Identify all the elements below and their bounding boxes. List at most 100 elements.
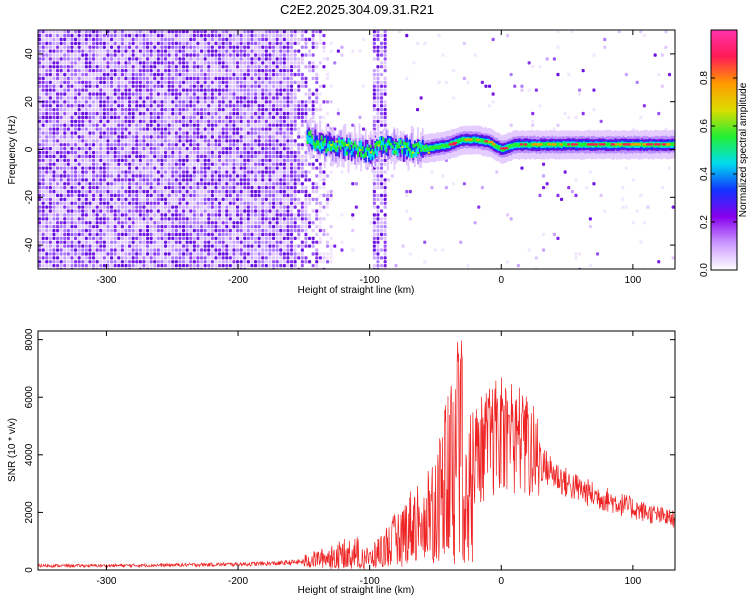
spectrogram-cell xyxy=(135,209,139,213)
spectrogram-cell xyxy=(250,267,254,269)
spectrogram-cell xyxy=(81,232,85,237)
spectrogram-cell xyxy=(110,236,114,240)
spectrogram-cell xyxy=(246,147,250,151)
spectrogram-cell xyxy=(92,119,96,123)
spectrogram-cell xyxy=(282,84,286,88)
spectrogram-cell xyxy=(189,244,193,248)
spectrogram-cell xyxy=(113,143,117,147)
spectrogram-cell xyxy=(74,252,78,256)
spectrogram-cell xyxy=(282,143,286,147)
spectrogram-cell xyxy=(250,147,254,151)
spectrogram-cell xyxy=(236,252,240,256)
spectrogram-cell xyxy=(192,57,196,61)
spectrogram-cell xyxy=(196,260,200,264)
spectrogram-cell xyxy=(329,197,333,201)
spectrogram-cell xyxy=(300,119,304,123)
spectrogram-cell xyxy=(120,186,124,190)
spectrogram-cell xyxy=(84,178,88,182)
spectrogram-cell xyxy=(257,80,261,84)
spectrogram-cell xyxy=(138,162,142,166)
spectrogram-cell xyxy=(228,61,232,65)
spectrogram-cell xyxy=(171,135,175,139)
spectrogram-cell xyxy=(74,30,78,34)
spectrogram-cell xyxy=(63,189,67,194)
spectrogram-cell xyxy=(275,104,279,108)
spectrogram-cell xyxy=(45,147,49,151)
spectrogram-cell xyxy=(38,186,42,190)
spectrogram-cell xyxy=(250,33,254,38)
spectrogram-cell xyxy=(52,256,56,260)
spectrogram-cell xyxy=(232,84,236,88)
spectrogram-cell xyxy=(200,252,204,256)
spectrogram-cell xyxy=(95,264,99,268)
spectrogram-cell xyxy=(376,205,380,209)
spectrogram-cell xyxy=(257,100,261,104)
spectrogram-cell xyxy=(131,232,135,237)
spectrogram-cell xyxy=(84,84,88,88)
spectrogram-cell xyxy=(254,33,258,38)
spectrogram-cell xyxy=(246,236,250,240)
spectrogram-cell xyxy=(102,100,106,104)
spectrogram-cell xyxy=(56,252,60,256)
spectrogram-cell xyxy=(84,139,88,143)
spectrogram-cell xyxy=(102,162,106,166)
spectrogram-cell xyxy=(243,49,247,53)
spectrogram-cell xyxy=(41,162,45,166)
spectrogram-cell xyxy=(178,189,182,194)
spectrogram-cell xyxy=(203,256,207,260)
spectrogram-cell xyxy=(84,147,88,151)
spectrogram-cell xyxy=(228,256,232,260)
spectrogram-cell xyxy=(131,154,135,159)
spectrogram-cell xyxy=(48,166,52,170)
spectrogram-cell xyxy=(74,96,78,100)
spectrogram-cell xyxy=(149,61,153,65)
spectrogram-cell xyxy=(203,264,207,268)
spectrogram-cell xyxy=(189,127,193,131)
spectrogram-cell xyxy=(246,108,250,112)
spectrogram-cell xyxy=(45,228,49,233)
spectrogram-cell xyxy=(102,139,106,143)
spectrogram-cell xyxy=(268,248,272,252)
spectrogram-cell xyxy=(52,92,56,96)
spectrogram-cell xyxy=(92,225,96,229)
spectrogram-cell xyxy=(146,135,150,139)
spectrogram-cell xyxy=(293,189,297,194)
spectrogram-cell xyxy=(279,147,283,151)
spectrogram-cell xyxy=(63,225,67,229)
spectrogram-cell xyxy=(376,96,380,100)
spectrogram-cell xyxy=(164,45,168,49)
spectrogram-cell xyxy=(77,72,81,77)
spectrogram-cell xyxy=(88,96,92,100)
spectrogram-cell xyxy=(92,88,96,92)
spectrogram-cell xyxy=(38,45,42,49)
spectrogram-cell xyxy=(221,186,225,190)
spectrogram-cell xyxy=(45,45,49,49)
spectrogram-cell xyxy=(88,41,92,45)
spectrogram-cell xyxy=(214,178,218,182)
spectrogram-cell xyxy=(171,104,175,108)
spectrogram-cell xyxy=(300,182,304,186)
spectrogram-cell xyxy=(275,100,279,104)
spectrogram-cell xyxy=(207,166,211,170)
spectrogram-cell xyxy=(239,178,243,182)
spectrogram-cell xyxy=(279,264,283,268)
spectrogram-cell xyxy=(142,57,146,61)
spectrogram-cell xyxy=(146,108,150,112)
spectrogram-cell xyxy=(174,115,178,120)
spectrogram-cell xyxy=(160,80,164,84)
spectrogram-cell xyxy=(88,123,92,127)
spectrogram-cell xyxy=(178,33,182,38)
spectrogram-cell xyxy=(178,162,182,166)
spectrogram-cell xyxy=(286,158,290,162)
spectrogram-cell xyxy=(232,225,236,229)
spectrogram-cell xyxy=(210,186,214,190)
spectrogram-cell xyxy=(354,182,358,186)
spectrogram-cell xyxy=(182,228,186,233)
spectrogram-cell xyxy=(207,76,211,81)
spectrogram-cell xyxy=(52,248,56,252)
spectrogram-cell xyxy=(300,213,304,217)
spectrogram-cell xyxy=(192,209,196,213)
spectrogram-cell xyxy=(189,186,193,190)
spectrogram-cell xyxy=(372,182,376,186)
spectrogram-cell xyxy=(293,205,297,209)
